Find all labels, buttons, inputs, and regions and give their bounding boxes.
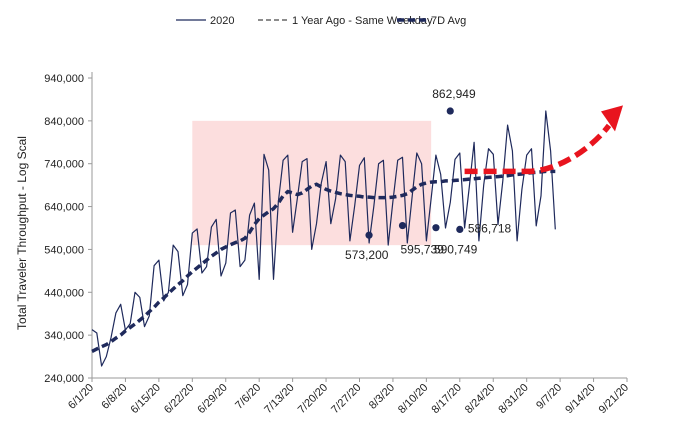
x-tick-label: 8/31/20	[496, 382, 530, 416]
legend-7d-avg-label: 7D Avg	[431, 15, 466, 27]
legend-2020-label: 2020	[210, 15, 234, 27]
y-tick-label: 540,000	[44, 244, 84, 256]
x-tick-label: 9/21/20	[597, 382, 631, 416]
series-layer	[91, 105, 623, 367]
annotation-label: 586,718	[468, 221, 512, 235]
annotation-point	[456, 225, 464, 234]
x-tick-label: 6/29/20	[195, 382, 229, 416]
y-tick-label: 240,000	[44, 373, 84, 385]
y-tick-label: 640,000	[44, 202, 84, 214]
annotation-point	[446, 107, 454, 115]
x-tick-label: 9/14/20	[563, 382, 597, 416]
x-tick-label: 7/13/20	[262, 382, 296, 416]
projection-line	[464, 123, 612, 175]
projection-arrowhead	[601, 105, 623, 132]
annotation-label: 590,749	[434, 243, 478, 257]
x-tick-label: 8/17/20	[429, 382, 463, 416]
x-tick-label: 8/3/20	[367, 382, 397, 412]
x-tick-label: 7/6/20	[233, 382, 263, 412]
x-tick-label: 6/8/20	[99, 382, 129, 412]
shaded-band-layer	[192, 120, 432, 246]
y-tick-label: 740,000	[44, 159, 84, 171]
x-tick-label: 6/22/20	[162, 382, 196, 416]
annotation-point	[365, 231, 373, 239]
series-7d-avg-line	[91, 169, 556, 353]
annotation-label: 573,200	[345, 248, 389, 262]
annotation-label: 595,739	[400, 243, 444, 257]
shaded-band	[192, 120, 432, 246]
series-2020-line	[91, 110, 556, 367]
y-tick-label: 440,000	[44, 287, 84, 299]
x-tick-label: 8/24/20	[463, 382, 497, 416]
y-tick-label: 940,000	[44, 73, 84, 85]
y-axis-label: Total Traveler Throughput - Log Scal	[15, 136, 29, 330]
x-tick-label: 9/7/20	[534, 382, 564, 412]
annotation-point	[432, 224, 440, 232]
annotation-label: 862,949	[432, 87, 476, 101]
x-tick-label: 6/1/20	[66, 382, 96, 412]
y-tick-label: 840,000	[44, 116, 84, 128]
x-tick-label: 6/15/20	[129, 382, 163, 416]
legend-last-year-label: 1 Year Ago - Same Weekday	[292, 15, 433, 27]
x-tick-label: 7/27/20	[329, 382, 363, 416]
x-tick-label: 7/20/20	[296, 382, 330, 416]
annotation-point	[398, 221, 407, 230]
y-tick-label: 340,000	[44, 330, 84, 342]
x-tick-label: 8/10/20	[396, 382, 430, 416]
